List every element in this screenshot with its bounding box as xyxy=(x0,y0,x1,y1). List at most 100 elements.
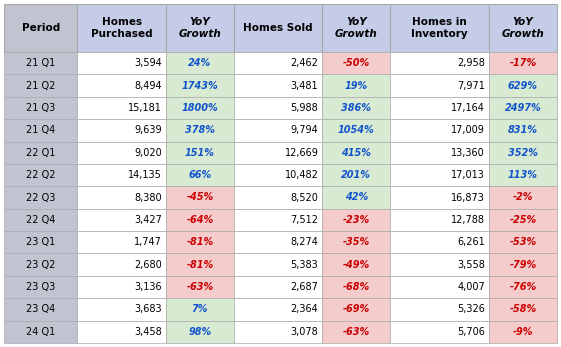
Bar xyxy=(234,4,323,52)
Bar xyxy=(323,253,390,276)
Bar xyxy=(234,52,323,74)
Text: 5,988: 5,988 xyxy=(291,103,318,113)
Text: 66%: 66% xyxy=(188,170,211,180)
Bar xyxy=(166,321,234,343)
Bar xyxy=(489,4,557,52)
Bar xyxy=(4,276,77,298)
Bar xyxy=(234,253,323,276)
Text: -17%: -17% xyxy=(509,58,537,68)
Bar xyxy=(489,74,557,97)
Bar xyxy=(323,209,390,231)
Bar xyxy=(4,298,77,321)
Text: 9,639: 9,639 xyxy=(134,125,162,135)
Bar xyxy=(234,74,323,97)
Bar xyxy=(390,321,489,343)
Bar xyxy=(166,276,234,298)
Bar xyxy=(489,253,557,276)
Text: 21 Q2: 21 Q2 xyxy=(26,81,56,91)
Bar xyxy=(166,209,234,231)
Text: 5,383: 5,383 xyxy=(291,260,318,270)
Bar xyxy=(323,52,390,74)
Text: -9%: -9% xyxy=(513,327,534,337)
Text: -49%: -49% xyxy=(343,260,370,270)
Text: 23 Q3: 23 Q3 xyxy=(26,282,56,292)
Text: 22 Q1: 22 Q1 xyxy=(26,148,56,158)
Bar xyxy=(4,52,77,74)
Bar xyxy=(489,52,557,74)
Text: 8,380: 8,380 xyxy=(134,193,162,203)
Text: -45%: -45% xyxy=(186,193,214,203)
Text: 16,873: 16,873 xyxy=(451,193,485,203)
Text: 386%: 386% xyxy=(341,103,371,113)
Text: 22 Q3: 22 Q3 xyxy=(26,193,56,203)
Text: -64%: -64% xyxy=(186,215,214,225)
Text: 4,007: 4,007 xyxy=(457,282,485,292)
Bar xyxy=(77,253,166,276)
Bar xyxy=(77,97,166,119)
Bar xyxy=(4,97,77,119)
Bar xyxy=(166,186,234,209)
Text: -25%: -25% xyxy=(509,215,537,225)
Text: -53%: -53% xyxy=(509,237,537,247)
Text: 3,594: 3,594 xyxy=(134,58,162,68)
Bar xyxy=(323,74,390,97)
Text: 23 Q1: 23 Q1 xyxy=(26,237,56,247)
Bar xyxy=(390,4,489,52)
Bar xyxy=(4,164,77,186)
Bar xyxy=(166,164,234,186)
Bar xyxy=(77,164,166,186)
Text: 17,164: 17,164 xyxy=(451,103,485,113)
Bar xyxy=(166,52,234,74)
Text: -69%: -69% xyxy=(343,304,370,314)
Bar xyxy=(323,142,390,164)
Text: 151%: 151% xyxy=(185,148,215,158)
Text: 9,794: 9,794 xyxy=(291,125,318,135)
Bar xyxy=(489,321,557,343)
Text: 1,747: 1,747 xyxy=(134,237,162,247)
Bar xyxy=(166,4,234,52)
Bar xyxy=(323,186,390,209)
Text: 8,494: 8,494 xyxy=(134,81,162,91)
Text: 113%: 113% xyxy=(508,170,538,180)
Text: 22 Q4: 22 Q4 xyxy=(26,215,56,225)
Text: 19%: 19% xyxy=(344,81,368,91)
Bar xyxy=(4,4,77,52)
Text: 24 Q1: 24 Q1 xyxy=(26,327,56,337)
Bar xyxy=(489,186,557,209)
Text: YoY
Growth: YoY Growth xyxy=(502,17,544,39)
Bar xyxy=(4,253,77,276)
Text: 3,078: 3,078 xyxy=(291,327,318,337)
Bar xyxy=(234,97,323,119)
Text: 42%: 42% xyxy=(344,193,368,203)
Bar xyxy=(77,276,166,298)
Bar xyxy=(489,164,557,186)
Text: 7,512: 7,512 xyxy=(291,215,318,225)
Bar xyxy=(4,209,77,231)
Bar xyxy=(234,231,323,253)
Bar xyxy=(390,74,489,97)
Text: 378%: 378% xyxy=(185,125,215,135)
Text: -76%: -76% xyxy=(509,282,537,292)
Text: 12,788: 12,788 xyxy=(451,215,485,225)
Bar xyxy=(489,276,557,298)
Bar xyxy=(77,74,166,97)
Bar xyxy=(323,276,390,298)
Bar xyxy=(390,253,489,276)
Text: Period: Period xyxy=(22,23,60,33)
Bar xyxy=(390,52,489,74)
Bar xyxy=(390,186,489,209)
Bar xyxy=(4,186,77,209)
Text: Homes in
Inventory: Homes in Inventory xyxy=(411,17,468,39)
Bar xyxy=(166,298,234,321)
Text: YoY
Growth: YoY Growth xyxy=(335,17,378,39)
Text: -79%: -79% xyxy=(509,260,537,270)
Bar xyxy=(234,186,323,209)
Text: 8,520: 8,520 xyxy=(291,193,318,203)
Bar xyxy=(234,276,323,298)
Text: Homes
Purchased: Homes Purchased xyxy=(91,17,153,39)
Bar xyxy=(323,4,390,52)
Text: 2,680: 2,680 xyxy=(134,260,162,270)
Text: Homes Sold: Homes Sold xyxy=(243,23,313,33)
Bar xyxy=(390,276,489,298)
Text: 3,427: 3,427 xyxy=(134,215,162,225)
